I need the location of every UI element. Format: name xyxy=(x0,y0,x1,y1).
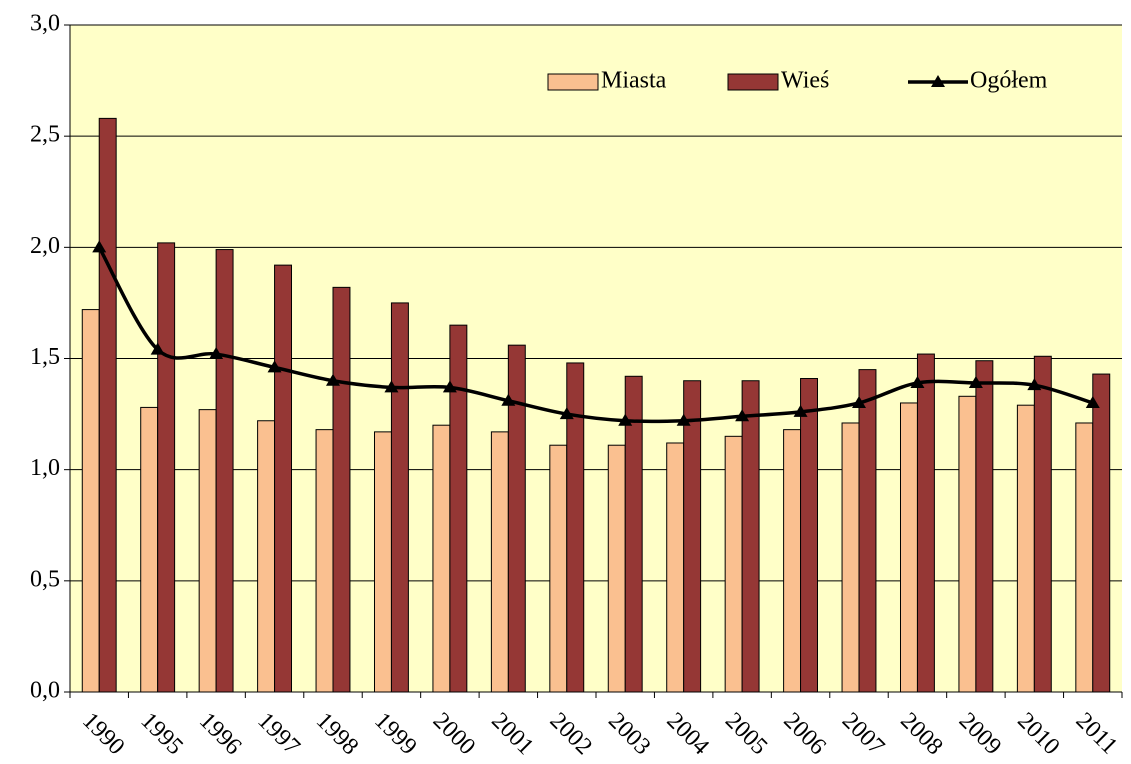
bar xyxy=(607,444,626,693)
bar xyxy=(783,429,802,693)
bar xyxy=(140,406,159,693)
legend-label: Wieś xyxy=(781,68,829,94)
x-tick-label: 1990 xyxy=(77,708,129,760)
bar xyxy=(800,378,819,693)
legend-label: Ogółem xyxy=(970,68,1048,94)
x-tick-label: 1996 xyxy=(194,708,246,760)
bar xyxy=(549,444,568,693)
bar xyxy=(975,360,994,693)
x-tick-label: 2008 xyxy=(895,708,947,760)
bar xyxy=(257,420,276,693)
bar xyxy=(724,435,743,693)
line-marker xyxy=(150,342,165,355)
line-marker xyxy=(1085,395,1100,408)
bar xyxy=(490,431,509,693)
legend-marker xyxy=(931,75,945,87)
y-tick-label: 2,5 xyxy=(30,122,60,148)
bar xyxy=(841,422,860,693)
x-tick-label: 1995 xyxy=(136,708,188,760)
x-tick-label: 1999 xyxy=(369,708,421,760)
bar xyxy=(81,309,100,693)
x-tick-label: 2005 xyxy=(720,708,772,760)
bar xyxy=(1092,373,1111,693)
bar xyxy=(373,431,392,693)
y-tick-label: 0,0 xyxy=(30,678,60,704)
bar xyxy=(1033,355,1052,693)
bar xyxy=(198,409,217,693)
legend-label: Miasta xyxy=(601,68,667,94)
legend-item: Miasta xyxy=(547,68,667,94)
x-tick-label: 2002 xyxy=(545,708,597,760)
y-tick-label: 3,0 xyxy=(30,11,60,37)
line-marker xyxy=(793,404,808,417)
line-marker xyxy=(384,380,399,393)
bar xyxy=(390,302,409,693)
x-tick-label: 2007 xyxy=(837,708,889,760)
x-tick-label: 2010 xyxy=(1012,708,1064,760)
y-tick-label: 1,0 xyxy=(30,455,60,481)
bar xyxy=(858,369,877,693)
x-tick-label: 2003 xyxy=(603,708,655,760)
legend-swatch xyxy=(547,73,599,91)
line-marker xyxy=(910,375,925,388)
bar xyxy=(683,380,702,693)
bar xyxy=(958,395,977,693)
line-marker xyxy=(852,395,866,408)
y-tick-label: 1,5 xyxy=(30,344,60,370)
bar xyxy=(449,324,468,693)
x-tick-label: 2009 xyxy=(954,708,1006,760)
bar xyxy=(332,286,351,693)
legend-item: Wieś xyxy=(727,68,829,94)
bar xyxy=(741,380,760,693)
bar xyxy=(899,402,918,693)
x-tick-label: 2001 xyxy=(486,708,538,760)
bar xyxy=(315,429,334,693)
bar xyxy=(215,249,234,693)
bar xyxy=(274,264,293,693)
line-marker xyxy=(442,380,457,393)
bar xyxy=(432,424,451,693)
x-tick-label: 2011 xyxy=(1071,708,1123,760)
legend-swatch xyxy=(727,73,779,91)
line-marker xyxy=(209,347,224,360)
x-tick-label: 2000 xyxy=(428,708,480,760)
bar xyxy=(98,117,117,693)
bar xyxy=(1075,422,1094,693)
line-marker xyxy=(1027,378,1042,391)
y-tick-label: 2,0 xyxy=(30,233,60,259)
bar xyxy=(157,242,176,693)
bar xyxy=(666,442,685,693)
line-marker xyxy=(735,409,750,422)
line-marker xyxy=(501,393,516,406)
line-marker xyxy=(618,413,633,426)
x-tick-label: 2006 xyxy=(778,708,830,760)
line-marker xyxy=(676,413,691,426)
line-marker xyxy=(92,240,107,253)
bar xyxy=(916,353,935,693)
bar xyxy=(507,344,526,693)
y-tick-label: 0,5 xyxy=(30,566,60,592)
line-marker xyxy=(267,360,282,373)
line-marker xyxy=(968,375,983,388)
legend-item: Ogółem xyxy=(908,68,1048,94)
x-tick-label: 2004 xyxy=(662,708,714,760)
bar xyxy=(1016,404,1035,693)
line-marker xyxy=(559,407,574,420)
x-tick-label: 1997 xyxy=(252,708,304,760)
x-tick-label: 1998 xyxy=(311,708,363,760)
line-marker xyxy=(326,373,340,386)
